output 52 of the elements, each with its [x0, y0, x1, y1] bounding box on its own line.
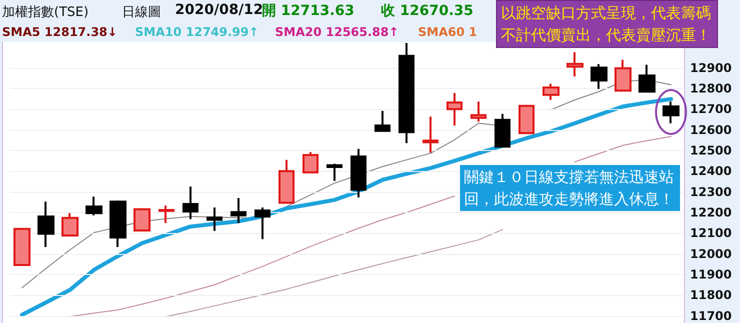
- y-tick-label: 12600: [690, 122, 732, 137]
- y-tick-label: 11800: [690, 288, 732, 302]
- candlestick: [494, 112, 510, 148]
- y-tick-label: 12500: [690, 144, 732, 158]
- candlestick: [134, 207, 150, 232]
- annotation: 以跳空缺口方式呈現，代表籌碼不計代價賣出，代表賣壓沉重！: [496, 0, 718, 48]
- candlestick: [638, 64, 656, 93]
- candlestick: [662, 100, 680, 124]
- y-tick-label: 12700: [690, 102, 732, 116]
- candlestick: [590, 63, 608, 90]
- candlestick: [62, 212, 78, 238]
- candlestick: [14, 228, 30, 266]
- candlestick: [38, 200, 54, 248]
- candlestick: [206, 206, 222, 232]
- text: SMA10 12749.99↑: [135, 25, 259, 39]
- candlestick: [350, 148, 366, 198]
- candlestick: [86, 196, 102, 216]
- candlestick: [110, 200, 126, 248]
- y-tick-label: 12900: [690, 60, 732, 75]
- candlestick: [398, 42, 414, 144]
- y-tick-label: 12800: [690, 82, 732, 96]
- y-tick-label: 12000: [690, 246, 732, 261]
- chart-subtitle: 日線圖: [122, 4, 161, 21]
- annotation: 關鍵１０日線支撐若無法迅速站回，此波進攻走勢將進入休息！: [460, 165, 680, 211]
- candlestick: [158, 204, 174, 224]
- text: SMA20 12565.88↑: [275, 25, 399, 39]
- y-tick-label: 11700: [690, 308, 732, 323]
- candlestick: [374, 110, 390, 132]
- candlestick: [302, 151, 318, 174]
- y-tick-label: 12300: [690, 184, 732, 199]
- y-tick-label: 12200: [690, 206, 732, 220]
- y-tick-label: 11900: [690, 268, 732, 282]
- y-tick-label: 12100: [690, 226, 732, 240]
- candlestick: [422, 116, 438, 154]
- chart-title: 加權指數(TSE): [2, 4, 89, 21]
- candlestick: [566, 51, 584, 78]
- text: 收 12670.35: [381, 2, 474, 20]
- candlestick: [470, 100, 486, 123]
- y-tick-label: 12400: [690, 164, 732, 178]
- text: 開 12713.63: [262, 2, 354, 20]
- candlestick: [326, 162, 342, 182]
- candlestick: [614, 58, 632, 92]
- text: SMA60 1: [418, 25, 478, 39]
- candlestick: [518, 104, 534, 134]
- candlestick: [230, 197, 246, 224]
- text: SMA5 12817.38↓: [2, 25, 118, 39]
- text: 2020/08/12: [175, 2, 264, 18]
- candlestick: [278, 158, 294, 204]
- candlestick: [182, 185, 198, 220]
- candlestick: [542, 82, 560, 101]
- candlestick: [446, 92, 462, 127]
- candlestick: [254, 206, 270, 240]
